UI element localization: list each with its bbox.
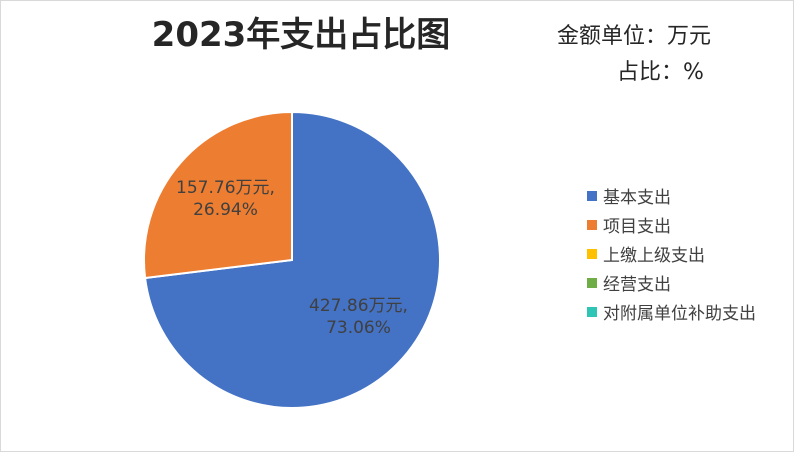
legend: 基本支出项目支出上缴上级支出 经营支出对附属单位补助支出 <box>587 181 756 326</box>
legend-item-1: 基本支出 <box>587 181 756 210</box>
chart-title: 2023年支出占比图 <box>151 15 451 55</box>
legend-item-2: 项目支出 <box>587 210 756 239</box>
legend-label: 项目支出 <box>603 217 671 237</box>
legend-item-5: 对附属单位补助支出 <box>587 297 756 326</box>
data-label-2: 157.76万元, 26.94% <box>176 178 275 220</box>
legend-swatch <box>587 248 597 259</box>
legend-item-3: 上缴上级支出 <box>587 239 756 268</box>
legend-swatch <box>587 306 597 317</box>
legend-label: 经营支出 <box>603 275 671 295</box>
legend-item-4: 经营支出 <box>587 268 756 297</box>
legend-swatch <box>587 219 597 230</box>
data-label-1: 427.86万元, 73.06% <box>309 296 408 338</box>
legend-label: 上缴上级支出 <box>603 246 705 266</box>
legend-swatch <box>587 277 597 288</box>
pie-slice-2 <box>143 110 293 280</box>
ratio-unit-label: 占比：% <box>617 60 704 85</box>
legend-label: 基本支出 <box>603 188 671 208</box>
legend-swatch <box>587 190 597 201</box>
amount-unit-label: 金额单位：万元 <box>557 24 712 49</box>
legend-label: 对附属单位补助支出 <box>603 304 756 324</box>
